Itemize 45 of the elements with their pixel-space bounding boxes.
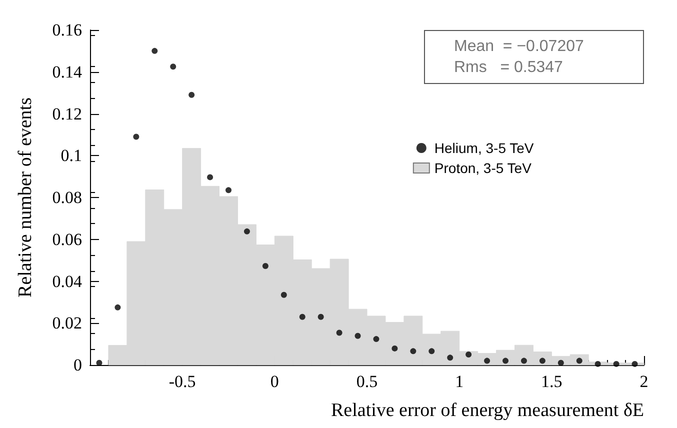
x-tick-label: 1	[455, 372, 464, 391]
y-tick-label: 0.16	[52, 20, 82, 40]
legend-label: Helium, 3-5 TeV	[434, 140, 534, 156]
x-tick-label: 0.5	[356, 372, 378, 391]
point	[428, 348, 435, 354]
point	[447, 354, 454, 361]
y-tick-label: 0.06	[52, 230, 82, 249]
point	[170, 64, 176, 70]
point	[613, 360, 620, 367]
y-tick-label: 0.14	[52, 62, 82, 82]
annotation: Mean = −0.07207	[454, 38, 584, 55]
point	[262, 262, 268, 269]
x-tick-label: 0	[270, 372, 279, 391]
y-tick-label: 0.04	[52, 272, 82, 291]
x-tick-label: 1.5	[541, 372, 562, 391]
legend-label: Proton, 3-5 TeV	[434, 160, 532, 176]
point	[354, 332, 361, 339]
point	[318, 314, 324, 320]
point	[244, 228, 250, 234]
point	[152, 48, 158, 54]
point	[632, 360, 638, 367]
point	[299, 314, 306, 320]
point	[207, 174, 214, 180]
point	[410, 348, 416, 354]
point	[188, 92, 195, 98]
y-tick-label: 0	[74, 356, 82, 374]
x-tick-label: -0.5	[168, 372, 196, 391]
point	[594, 360, 601, 367]
y-axis-title: Relative number of events	[15, 98, 36, 298]
point	[373, 336, 380, 342]
point	[466, 352, 472, 358]
point	[280, 292, 287, 298]
annotation: Rms = 0.5347	[454, 59, 564, 76]
y-tick-label: 0.1	[60, 146, 82, 166]
point	[226, 187, 232, 194]
point	[133, 134, 140, 140]
point	[114, 304, 121, 310]
y-tick-label: 0.12	[52, 104, 82, 124]
point	[520, 358, 527, 364]
x-tick-label: 2	[640, 372, 648, 391]
point	[392, 345, 398, 352]
point	[336, 330, 342, 336]
x-axis-title: Relative error of energy measurement δE	[331, 400, 644, 421]
y-tick-label: 0.02	[52, 314, 82, 333]
y-tick-label: 0.08	[52, 188, 82, 207]
